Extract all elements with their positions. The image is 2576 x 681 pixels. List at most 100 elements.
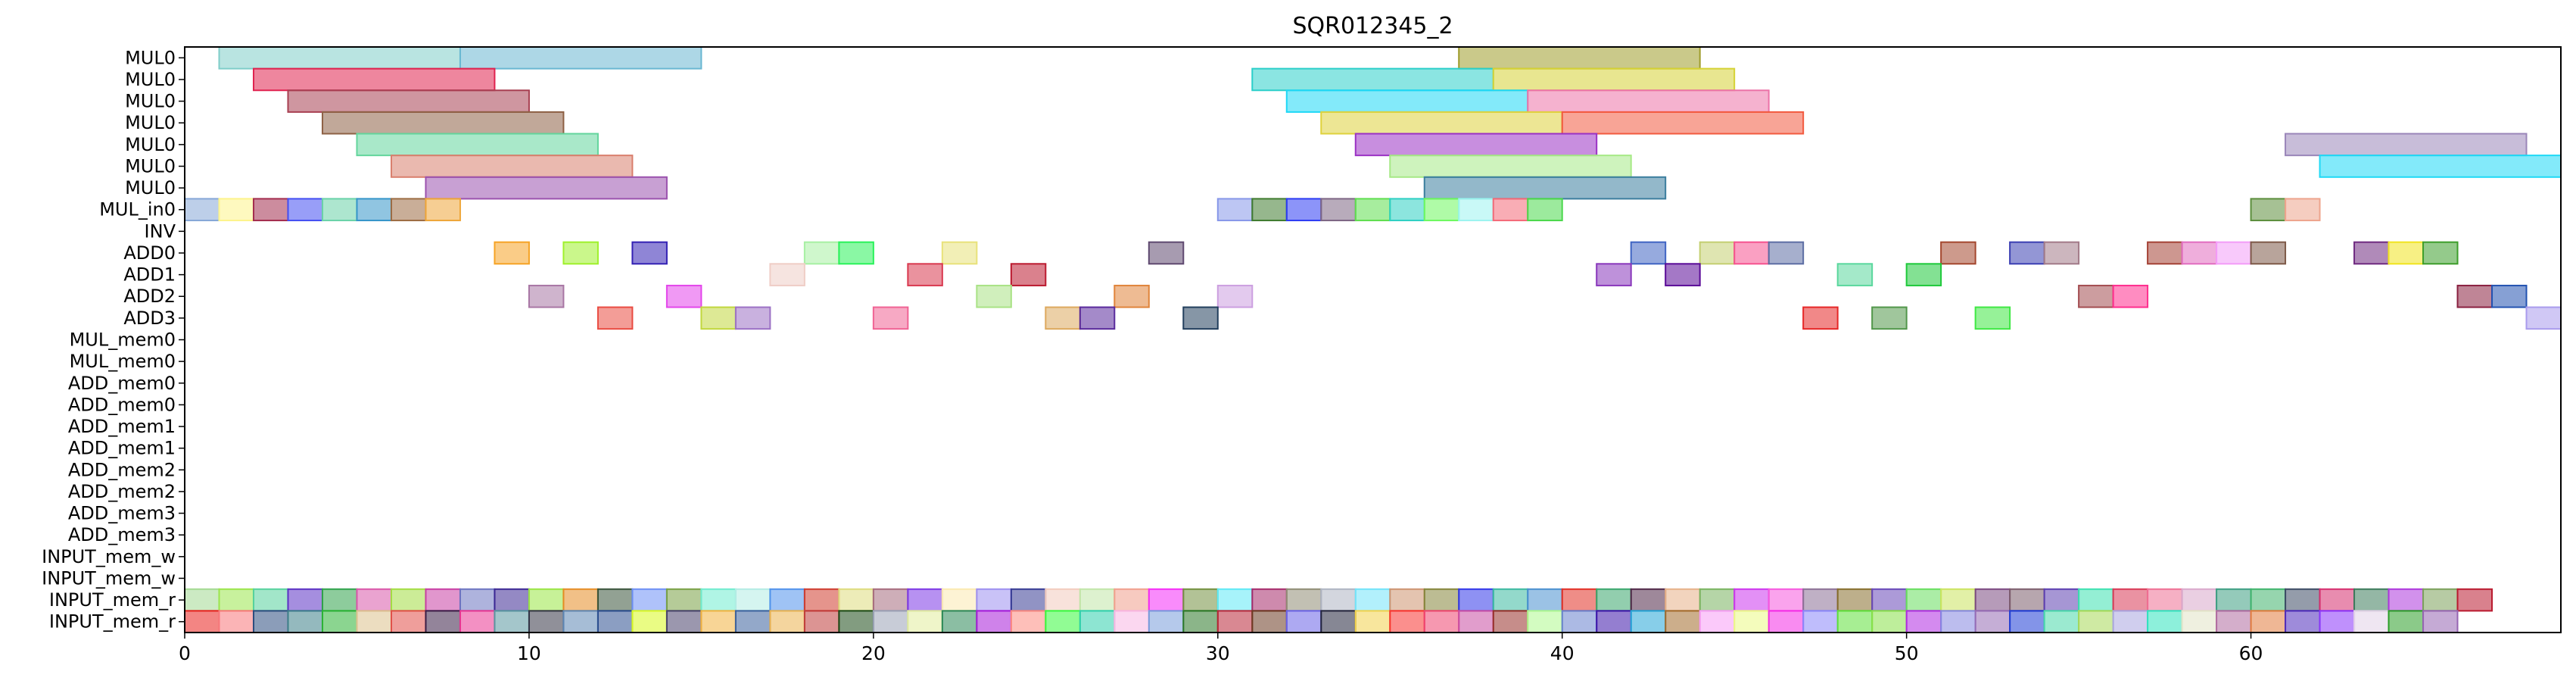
y-tick-label: INPUT_mem_r bbox=[49, 611, 176, 633]
y-tick-label: MUL0 bbox=[125, 134, 176, 155]
y-tick-label: INV bbox=[145, 220, 176, 242]
task-bar bbox=[907, 263, 943, 286]
task-bar bbox=[356, 133, 599, 157]
mem-read-cell bbox=[1974, 610, 2011, 633]
mem-read-cell bbox=[459, 588, 496, 612]
mem-read-cell bbox=[2216, 588, 2252, 612]
task-bar bbox=[2285, 133, 2528, 157]
mem-read-cell bbox=[528, 610, 565, 633]
mem-read-cell bbox=[907, 588, 943, 612]
mem-read-cell bbox=[1492, 610, 1529, 633]
mem-read-cell bbox=[287, 610, 323, 633]
task-bar bbox=[1905, 263, 1942, 286]
mem-read-cell bbox=[1561, 588, 1598, 612]
mem-read-cell bbox=[1251, 610, 1288, 633]
mem-read-cell bbox=[2078, 610, 2114, 633]
mem-read-cell bbox=[1010, 610, 1047, 633]
mem-read-cell bbox=[1665, 610, 1701, 633]
mem-read-cell bbox=[1836, 588, 1874, 612]
task-bar bbox=[1251, 198, 1288, 222]
task-bar bbox=[1836, 263, 1874, 286]
y-tick-label: INPUT_mem_w bbox=[42, 567, 176, 589]
mem-read-cell bbox=[1733, 588, 1770, 612]
task-bar bbox=[734, 306, 771, 330]
mem-read-cell bbox=[2250, 610, 2287, 633]
mem-read-cell bbox=[769, 610, 805, 633]
task-bar bbox=[1527, 89, 1770, 113]
task-bar bbox=[1389, 155, 1632, 178]
task-bar bbox=[2285, 198, 2321, 222]
task-bar bbox=[2525, 306, 2562, 330]
mem-read-cell bbox=[2181, 588, 2218, 612]
plot-frame bbox=[184, 46, 2562, 633]
task-bar bbox=[252, 198, 289, 222]
mem-read-cell bbox=[494, 610, 530, 633]
mem-read-cell bbox=[2422, 588, 2459, 612]
mem-read-cell bbox=[2147, 610, 2183, 633]
mem-read-cell bbox=[1699, 588, 1736, 612]
mem-read-cell bbox=[1871, 610, 1908, 633]
task-bar bbox=[1940, 241, 1976, 265]
mem-read-cell bbox=[1527, 588, 1563, 612]
mem-read-cell bbox=[1045, 588, 1081, 612]
task-bar bbox=[1354, 133, 1598, 157]
mem-read-cell bbox=[2319, 588, 2356, 612]
mem-read-cell bbox=[976, 610, 1012, 633]
mem-read-cell bbox=[1665, 588, 1701, 612]
task-bar bbox=[1665, 263, 1701, 286]
mem-read-cell bbox=[1010, 588, 1047, 612]
mem-read-cell bbox=[1940, 588, 1976, 612]
mem-read-cell bbox=[1148, 588, 1185, 612]
task-bar bbox=[2216, 241, 2252, 265]
mem-read-cell bbox=[1905, 610, 1942, 633]
mem-read-cell bbox=[2216, 610, 2252, 633]
task-bar bbox=[803, 241, 840, 265]
task-bar bbox=[528, 284, 565, 308]
y-tick-label: MUL_mem0 bbox=[70, 330, 176, 351]
x-tick-label: 20 bbox=[861, 642, 886, 664]
mem-read-cell bbox=[2112, 610, 2149, 633]
task-bar bbox=[769, 263, 805, 286]
mem-read-cell bbox=[1423, 588, 1460, 612]
mem-read-cell bbox=[1802, 588, 1839, 612]
mem-read-cell bbox=[1733, 610, 1770, 633]
task-bar bbox=[1423, 198, 1460, 222]
task-bar bbox=[872, 306, 909, 330]
mem-read-cell bbox=[1836, 610, 1874, 633]
mem-read-cell bbox=[2250, 588, 2287, 612]
mem-read-cell bbox=[218, 588, 254, 612]
mem-read-cell bbox=[1216, 588, 1254, 612]
task-bar bbox=[1768, 241, 1805, 265]
task-bar bbox=[1871, 306, 1908, 330]
task-bar bbox=[1216, 198, 1254, 222]
y-tick-label: MUL0 bbox=[125, 155, 176, 176]
mem-read-cell bbox=[700, 588, 737, 612]
task-bar bbox=[1974, 306, 2011, 330]
y-tick-label: ADD1 bbox=[123, 264, 176, 286]
task-bar bbox=[976, 284, 1012, 308]
mem-read-cell bbox=[528, 588, 565, 612]
task-bar bbox=[321, 111, 565, 135]
task-bar bbox=[2181, 241, 2218, 265]
mem-read-cell bbox=[1354, 588, 1391, 612]
task-bar bbox=[494, 241, 530, 265]
task-bar bbox=[2422, 241, 2459, 265]
task-bar bbox=[1182, 306, 1219, 330]
mem-read-cell bbox=[2078, 588, 2114, 612]
mem-read-cell bbox=[700, 610, 737, 633]
mem-read-cell bbox=[2181, 610, 2218, 633]
y-tick-label: ADD_mem2 bbox=[68, 459, 176, 480]
mem-read-cell bbox=[1045, 610, 1081, 633]
mem-read-cell bbox=[2043, 610, 2080, 633]
task-bar bbox=[665, 284, 702, 308]
mem-read-cell bbox=[2456, 588, 2493, 612]
mem-read-cell bbox=[321, 610, 358, 633]
mem-read-cell bbox=[2009, 610, 2045, 633]
mem-read-cell bbox=[2285, 610, 2321, 633]
mem-read-cell bbox=[2043, 588, 2080, 612]
mem-read-cell bbox=[1596, 588, 1632, 612]
y-tick-label: ADD_mem3 bbox=[68, 503, 176, 524]
mem-read-cell bbox=[1768, 610, 1805, 633]
y-tick-label: INPUT_mem_w bbox=[42, 546, 176, 567]
task-bar bbox=[2319, 155, 2562, 178]
